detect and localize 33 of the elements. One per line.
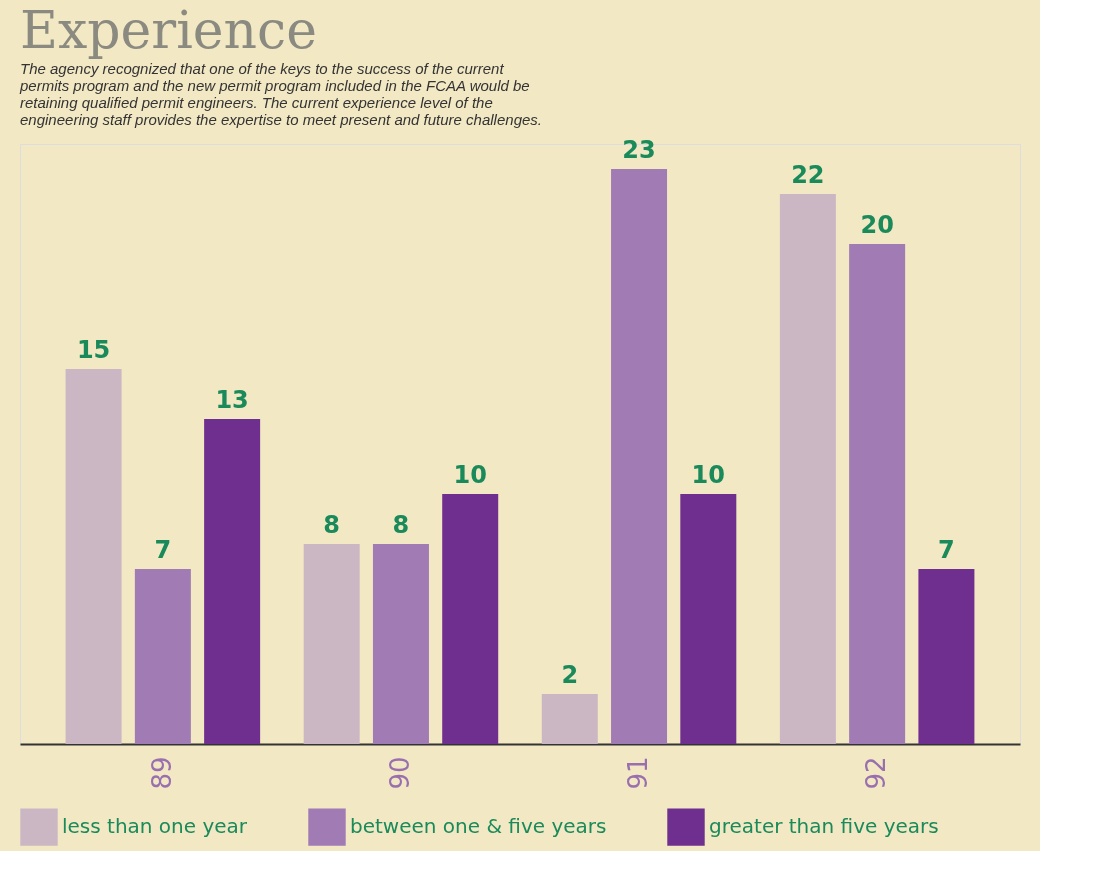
chart-subtitle: The agency recognized that one of the keys to the success of the current permits program and the new permit program included in the FCAA would be retaining qualified permit engineers. The current experience level of the engineering staff provides the expertise to meet present and future challenges. bbox=[19, 60, 542, 128]
data-label: 10 bbox=[453, 461, 487, 489]
bar bbox=[541, 694, 598, 744]
bar bbox=[134, 569, 191, 744]
chart-title: Experience bbox=[20, 0, 317, 60]
data-label: 13 bbox=[215, 386, 249, 414]
data-label: 22 bbox=[791, 161, 825, 189]
bar bbox=[849, 244, 906, 744]
data-label: 15 bbox=[76, 336, 111, 364]
data-label: 20 bbox=[860, 211, 894, 239]
x-tick-label: 91 bbox=[623, 756, 654, 790]
bar bbox=[779, 194, 836, 744]
bar bbox=[372, 544, 429, 744]
legend-label: greater than five years bbox=[709, 814, 939, 839]
data-label: 23 bbox=[622, 136, 656, 164]
bar bbox=[303, 544, 360, 744]
bar bbox=[611, 169, 668, 744]
bar bbox=[442, 494, 499, 744]
data-label: 7 bbox=[154, 536, 172, 564]
data-label: 8 bbox=[392, 511, 410, 539]
x-tick-label: 90 bbox=[384, 756, 415, 790]
data-label: 10 bbox=[691, 461, 726, 489]
bar bbox=[918, 569, 975, 744]
data-label: 7 bbox=[938, 536, 955, 564]
bar bbox=[65, 369, 122, 744]
x-tick-label: 89 bbox=[146, 756, 177, 790]
x-tick-label: 92 bbox=[861, 756, 892, 790]
legend-label: less than one year bbox=[62, 814, 248, 839]
bar bbox=[204, 419, 261, 744]
data-label: 2 bbox=[561, 661, 579, 689]
bar bbox=[680, 494, 737, 744]
legend-label: between one & five years bbox=[350, 814, 607, 839]
data-label: 8 bbox=[323, 511, 341, 539]
